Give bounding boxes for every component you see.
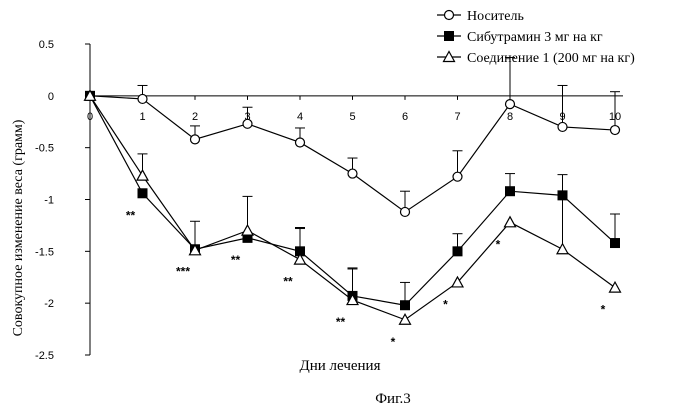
data-point-series-1: [400, 300, 410, 311]
data-point-series-0: [557, 121, 568, 133]
legend-item-0: Носитель: [437, 9, 524, 24]
data-point-series-0: [347, 168, 358, 179]
data-point-series-2: [555, 242, 570, 255]
data-point-series-1: [557, 190, 568, 201]
data-point-series-0: [189, 134, 201, 145]
y-tick-label: -1.5: [35, 246, 54, 258]
data-point-series-2: [188, 243, 202, 256]
significance-mark: *: [601, 303, 606, 317]
legend-marker: [444, 31, 454, 41]
data-point-series-2: [503, 215, 517, 228]
significance-mark: *: [496, 237, 501, 251]
legend-item-1: Сибутрамин 3 мг на кг: [437, 30, 603, 45]
y-tick-label: 0: [48, 91, 54, 103]
y-tick-label: -2.5: [35, 350, 54, 362]
significance-mark: *: [443, 297, 448, 311]
legend-item-2: Соединение 1 (200 мг на кг): [437, 50, 635, 66]
data-point-series-2: [135, 168, 150, 181]
y-ticks: 0.5 0 -0.5 -1 -1.5 -2 -2.5: [35, 39, 90, 362]
legend-label: Сибутрамин 3 мг на кг: [467, 30, 603, 45]
legend-label: Носитель: [467, 9, 524, 24]
y-tick-label: -1: [44, 195, 54, 207]
legend-marker: [442, 50, 456, 63]
x-tick-label: 2: [192, 111, 198, 123]
data-point-series-0: [504, 99, 516, 110]
data-point-series-2: [450, 275, 465, 288]
legend-label: Соединение 1 (200 мг на кг): [467, 51, 635, 66]
x-tick-label: 5: [349, 111, 355, 123]
significance-mark: **: [126, 208, 136, 222]
axes: [89, 44, 623, 355]
data-point-series-2: [398, 313, 412, 325]
significance-mark: *: [391, 335, 396, 349]
markers: [83, 89, 622, 325]
x-tick-label: 0: [87, 111, 93, 123]
x-tick-label: 6: [402, 111, 408, 123]
y-tick-label: 0.5: [39, 39, 54, 51]
x-tick-label: 8: [507, 111, 513, 123]
data-point-series-0: [242, 118, 253, 129]
y-axis-label: Совокупное изменение веса (грамм): [11, 119, 26, 336]
x-tick-label: 4: [297, 111, 303, 123]
data-point-series-0: [452, 171, 463, 182]
figure-caption: Фиг.3: [375, 391, 411, 407]
data-point-series-2: [293, 252, 307, 265]
data-point-series-2: [345, 293, 360, 306]
data-point-series-1: [610, 238, 620, 249]
data-point-series-0: [294, 137, 306, 148]
data-point-series-1: [137, 188, 148, 199]
x-ticks: 012345678910: [87, 95, 621, 123]
y-tick-label: -2: [44, 298, 54, 310]
y-tick-label: -0.5: [35, 143, 54, 155]
data-point-series-2: [240, 223, 255, 236]
significance-mark: ***: [176, 264, 190, 278]
x-tick-label: 1: [139, 111, 145, 123]
data-point-series-1: [505, 186, 515, 197]
data-point-series-2: [83, 89, 97, 101]
significance-annotations: ***************: [126, 208, 606, 348]
significance-mark: **: [231, 253, 241, 267]
data-point-series-0: [609, 124, 621, 136]
data-point-series-0: [399, 206, 411, 218]
x-axis-label: Дни лечения: [300, 358, 381, 374]
data-point-series-1: [452, 246, 463, 257]
legend-marker: [443, 9, 455, 21]
data-point-series-2: [608, 280, 622, 293]
error-bars: [137, 56, 620, 306]
x-tick-label: 7: [454, 111, 460, 123]
significance-mark: **: [336, 315, 346, 329]
legend: Носитель Сибутрамин 3 мг на кг Соединение …: [437, 9, 635, 66]
data-point-series-0: [137, 93, 148, 105]
significance-mark: **: [283, 275, 293, 289]
